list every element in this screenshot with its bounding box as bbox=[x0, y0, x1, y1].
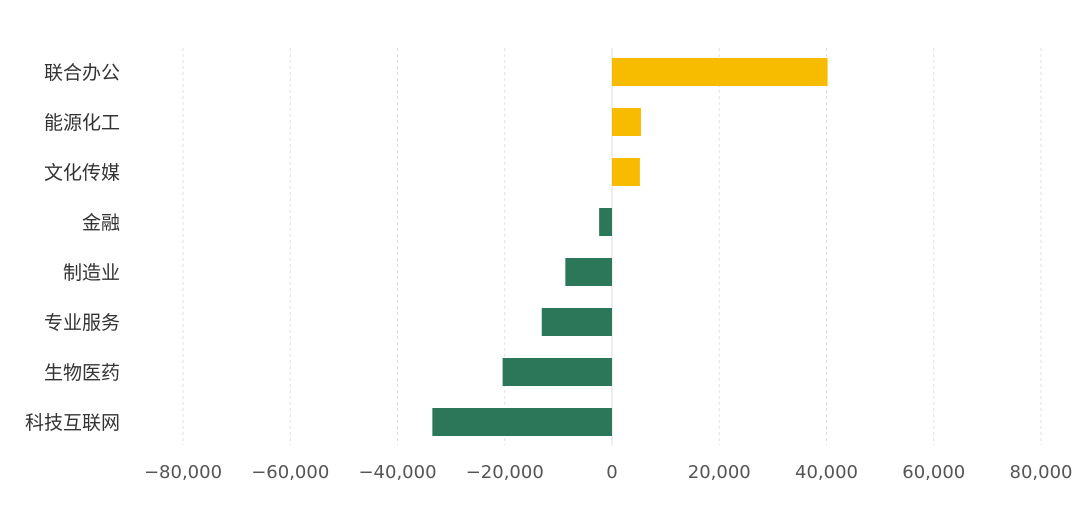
x-tick-label: −40,000 bbox=[358, 462, 436, 483]
x-tick-label: 80,000 bbox=[1010, 462, 1073, 483]
category-label: 文化传媒 bbox=[44, 162, 120, 184]
bar bbox=[541, 308, 612, 336]
x-tick-label: −20,000 bbox=[466, 462, 544, 483]
x-tick-label: 0 bbox=[606, 462, 617, 483]
category-label: 科技互联网 bbox=[25, 412, 120, 434]
category-label: 生物医药 bbox=[44, 362, 120, 384]
category-label: 金融 bbox=[82, 212, 120, 234]
category-label: 制造业 bbox=[63, 262, 120, 284]
bar bbox=[565, 258, 612, 286]
x-tick-label: −80,000 bbox=[144, 462, 222, 483]
bar bbox=[612, 58, 828, 86]
bar bbox=[599, 208, 612, 236]
x-tick-label: 20,000 bbox=[688, 462, 751, 483]
bar bbox=[432, 408, 612, 436]
x-tick-label: 40,000 bbox=[795, 462, 858, 483]
x-tick-label: 60,000 bbox=[902, 462, 965, 483]
x-tick-label: −60,000 bbox=[251, 462, 329, 483]
category-label: 专业服务 bbox=[44, 312, 120, 334]
bar bbox=[612, 108, 641, 136]
bar bbox=[612, 158, 640, 186]
bar bbox=[502, 358, 612, 386]
category-label: 联合办公 bbox=[44, 62, 120, 84]
category-label: 能源化工 bbox=[44, 112, 120, 134]
